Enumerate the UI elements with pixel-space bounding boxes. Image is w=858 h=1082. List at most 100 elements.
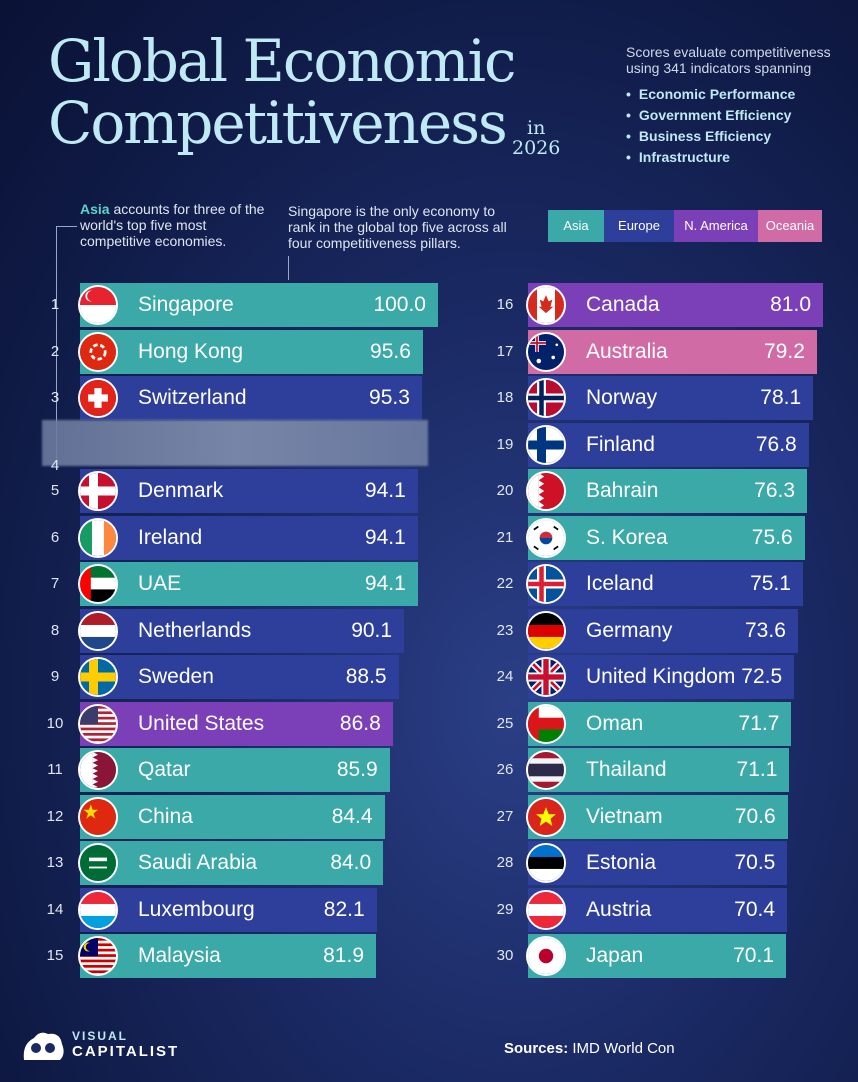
bar-denmark: Denmark 94.1 — [80, 469, 418, 513]
country-label: Luxembourg — [138, 897, 255, 921]
country-label: Canada — [586, 293, 660, 316]
rank-label: 20 — [496, 482, 514, 499]
rank-label: 26 — [496, 761, 514, 778]
norway-flag-icon — [526, 378, 566, 418]
ireland-flag-icon — [78, 517, 118, 558]
bahrain-flag-icon — [526, 471, 566, 511]
finland-flag-icon — [526, 424, 566, 465]
legend-item-oceania: Oceania — [758, 210, 822, 242]
rank-label: 11 — [47, 761, 63, 778]
country-label: China — [138, 804, 193, 828]
value-label: 84.4 — [331, 804, 373, 828]
value-label: 79.2 — [764, 339, 805, 363]
iceland-flag-icon — [526, 564, 566, 604]
bar-iceland: Iceland 75.1 — [528, 562, 803, 606]
rank-label: 15 — [46, 947, 64, 964]
usa-flag-icon — [78, 703, 118, 744]
value-label: 75.6 — [751, 525, 793, 549]
pillar-item: Infrastructure — [626, 147, 795, 168]
brand-bottom: CAPITALIST — [72, 1043, 180, 1060]
bar-finland: Finland 76.8 — [528, 422, 809, 467]
brand-top: VISUAL — [72, 1029, 129, 1043]
rank-label: 30 — [496, 947, 514, 964]
rank-label: 25 — [496, 714, 514, 732]
value-label: 88.5 — [345, 665, 387, 688]
country-label: Qatar — [138, 758, 191, 781]
bar-korea: S. Korea 75.6 — [528, 515, 805, 560]
country-label: Vietnam — [586, 804, 663, 828]
value-label: 70.1 — [733, 944, 774, 967]
bar-oman: Oman 71.7 — [528, 701, 792, 746]
rank-label: 22 — [496, 575, 514, 592]
austria-flag-icon — [526, 889, 566, 930]
value-label: 90.1 — [351, 618, 393, 642]
rank-label: 27 — [496, 807, 514, 825]
country-label: Norway — [586, 386, 658, 409]
qatar-flag-icon — [78, 750, 118, 790]
year-label: 2026 — [512, 137, 561, 159]
country-label: Ireland — [138, 525, 203, 549]
value-label: 84.0 — [330, 851, 372, 874]
legend-item-north-america: N. America — [674, 210, 758, 242]
rank-label: 17 — [496, 342, 514, 360]
rank-label: 28 — [496, 854, 514, 871]
netherlands-flag-icon — [78, 610, 118, 651]
japan-flag-icon — [526, 936, 566, 976]
asia-annotation: Asia accounts for three of the world's t… — [80, 201, 280, 249]
oman-flag-icon — [526, 703, 566, 744]
value-label: 70.4 — [734, 897, 776, 921]
sources-text: IMD World Con — [568, 1040, 675, 1057]
malaysia-flag-icon — [78, 936, 118, 976]
country-label: Netherlands — [138, 618, 252, 642]
bar-usa: United States 86.8 — [80, 701, 393, 746]
value-label: 75.1 — [750, 572, 791, 595]
rank-label: 2 — [50, 342, 60, 360]
country-label: S. Korea — [586, 525, 668, 549]
bar-japan: Japan 70.1 — [528, 934, 786, 978]
country-label: Switzerland — [138, 386, 247, 409]
title-line-1: Global Economic — [48, 27, 517, 95]
country-label: Sweden — [138, 665, 214, 688]
bar-bahrain: Bahrain 76.3 — [528, 469, 808, 513]
australia-flag-icon — [526, 331, 566, 372]
value-label: 71.1 — [736, 758, 778, 781]
bar-saudi: Saudi Arabia 84.0 — [80, 841, 384, 885]
country-label: Denmark — [138, 479, 224, 502]
rank-label: 29 — [496, 900, 514, 918]
country-label: Malaysia — [138, 944, 221, 967]
country-label: Oman — [586, 711, 644, 735]
bar-qatar: Qatar 85.9 — [80, 748, 390, 792]
asia-word: Asia — [80, 201, 110, 217]
scores-description: Scores evaluate competitiveness using 34… — [626, 44, 831, 76]
rank-label: 12 — [46, 807, 64, 825]
value-label: 76.3 — [754, 479, 796, 502]
value-label: 94.1 — [364, 525, 406, 549]
uk-flag-icon — [526, 657, 566, 697]
canada-flag-icon — [526, 285, 566, 325]
rank-label: 13 — [46, 854, 64, 871]
rank-label: 6 — [50, 528, 60, 546]
pillar-item: Government Efficiency — [626, 105, 795, 126]
legend-item-europe: Europe — [604, 210, 674, 242]
value-label: 70.6 — [734, 804, 776, 828]
bar-germany: Germany 73.6 — [528, 608, 798, 653]
bar-ireland: Ireland 94.1 — [80, 515, 418, 560]
value-label: 94.1 — [364, 572, 406, 595]
rank-label: 5 — [50, 482, 60, 499]
country-label: Estonia — [586, 851, 657, 874]
value-label: 81.0 — [770, 293, 811, 316]
value-label: 78.1 — [760, 386, 802, 409]
bar-uk: United Kingdom 72.5 — [528, 655, 795, 699]
value-label: 76.8 — [755, 432, 797, 456]
value-label: 95.3 — [369, 386, 410, 409]
value-label: 85.9 — [336, 758, 378, 781]
country-label: Finland — [586, 432, 655, 456]
country-label: United States — [138, 711, 265, 735]
rank-label: 10 — [46, 714, 64, 732]
rank-label: 14 — [46, 900, 64, 918]
blurred-row — [42, 420, 428, 466]
visual-capitalist-logo: VISUAL CAPITALIST — [20, 1026, 179, 1062]
bar-thailand: Thailand 71.1 — [528, 748, 790, 792]
annotation-bracket — [56, 226, 77, 463]
sweden-flag-icon — [78, 657, 118, 697]
